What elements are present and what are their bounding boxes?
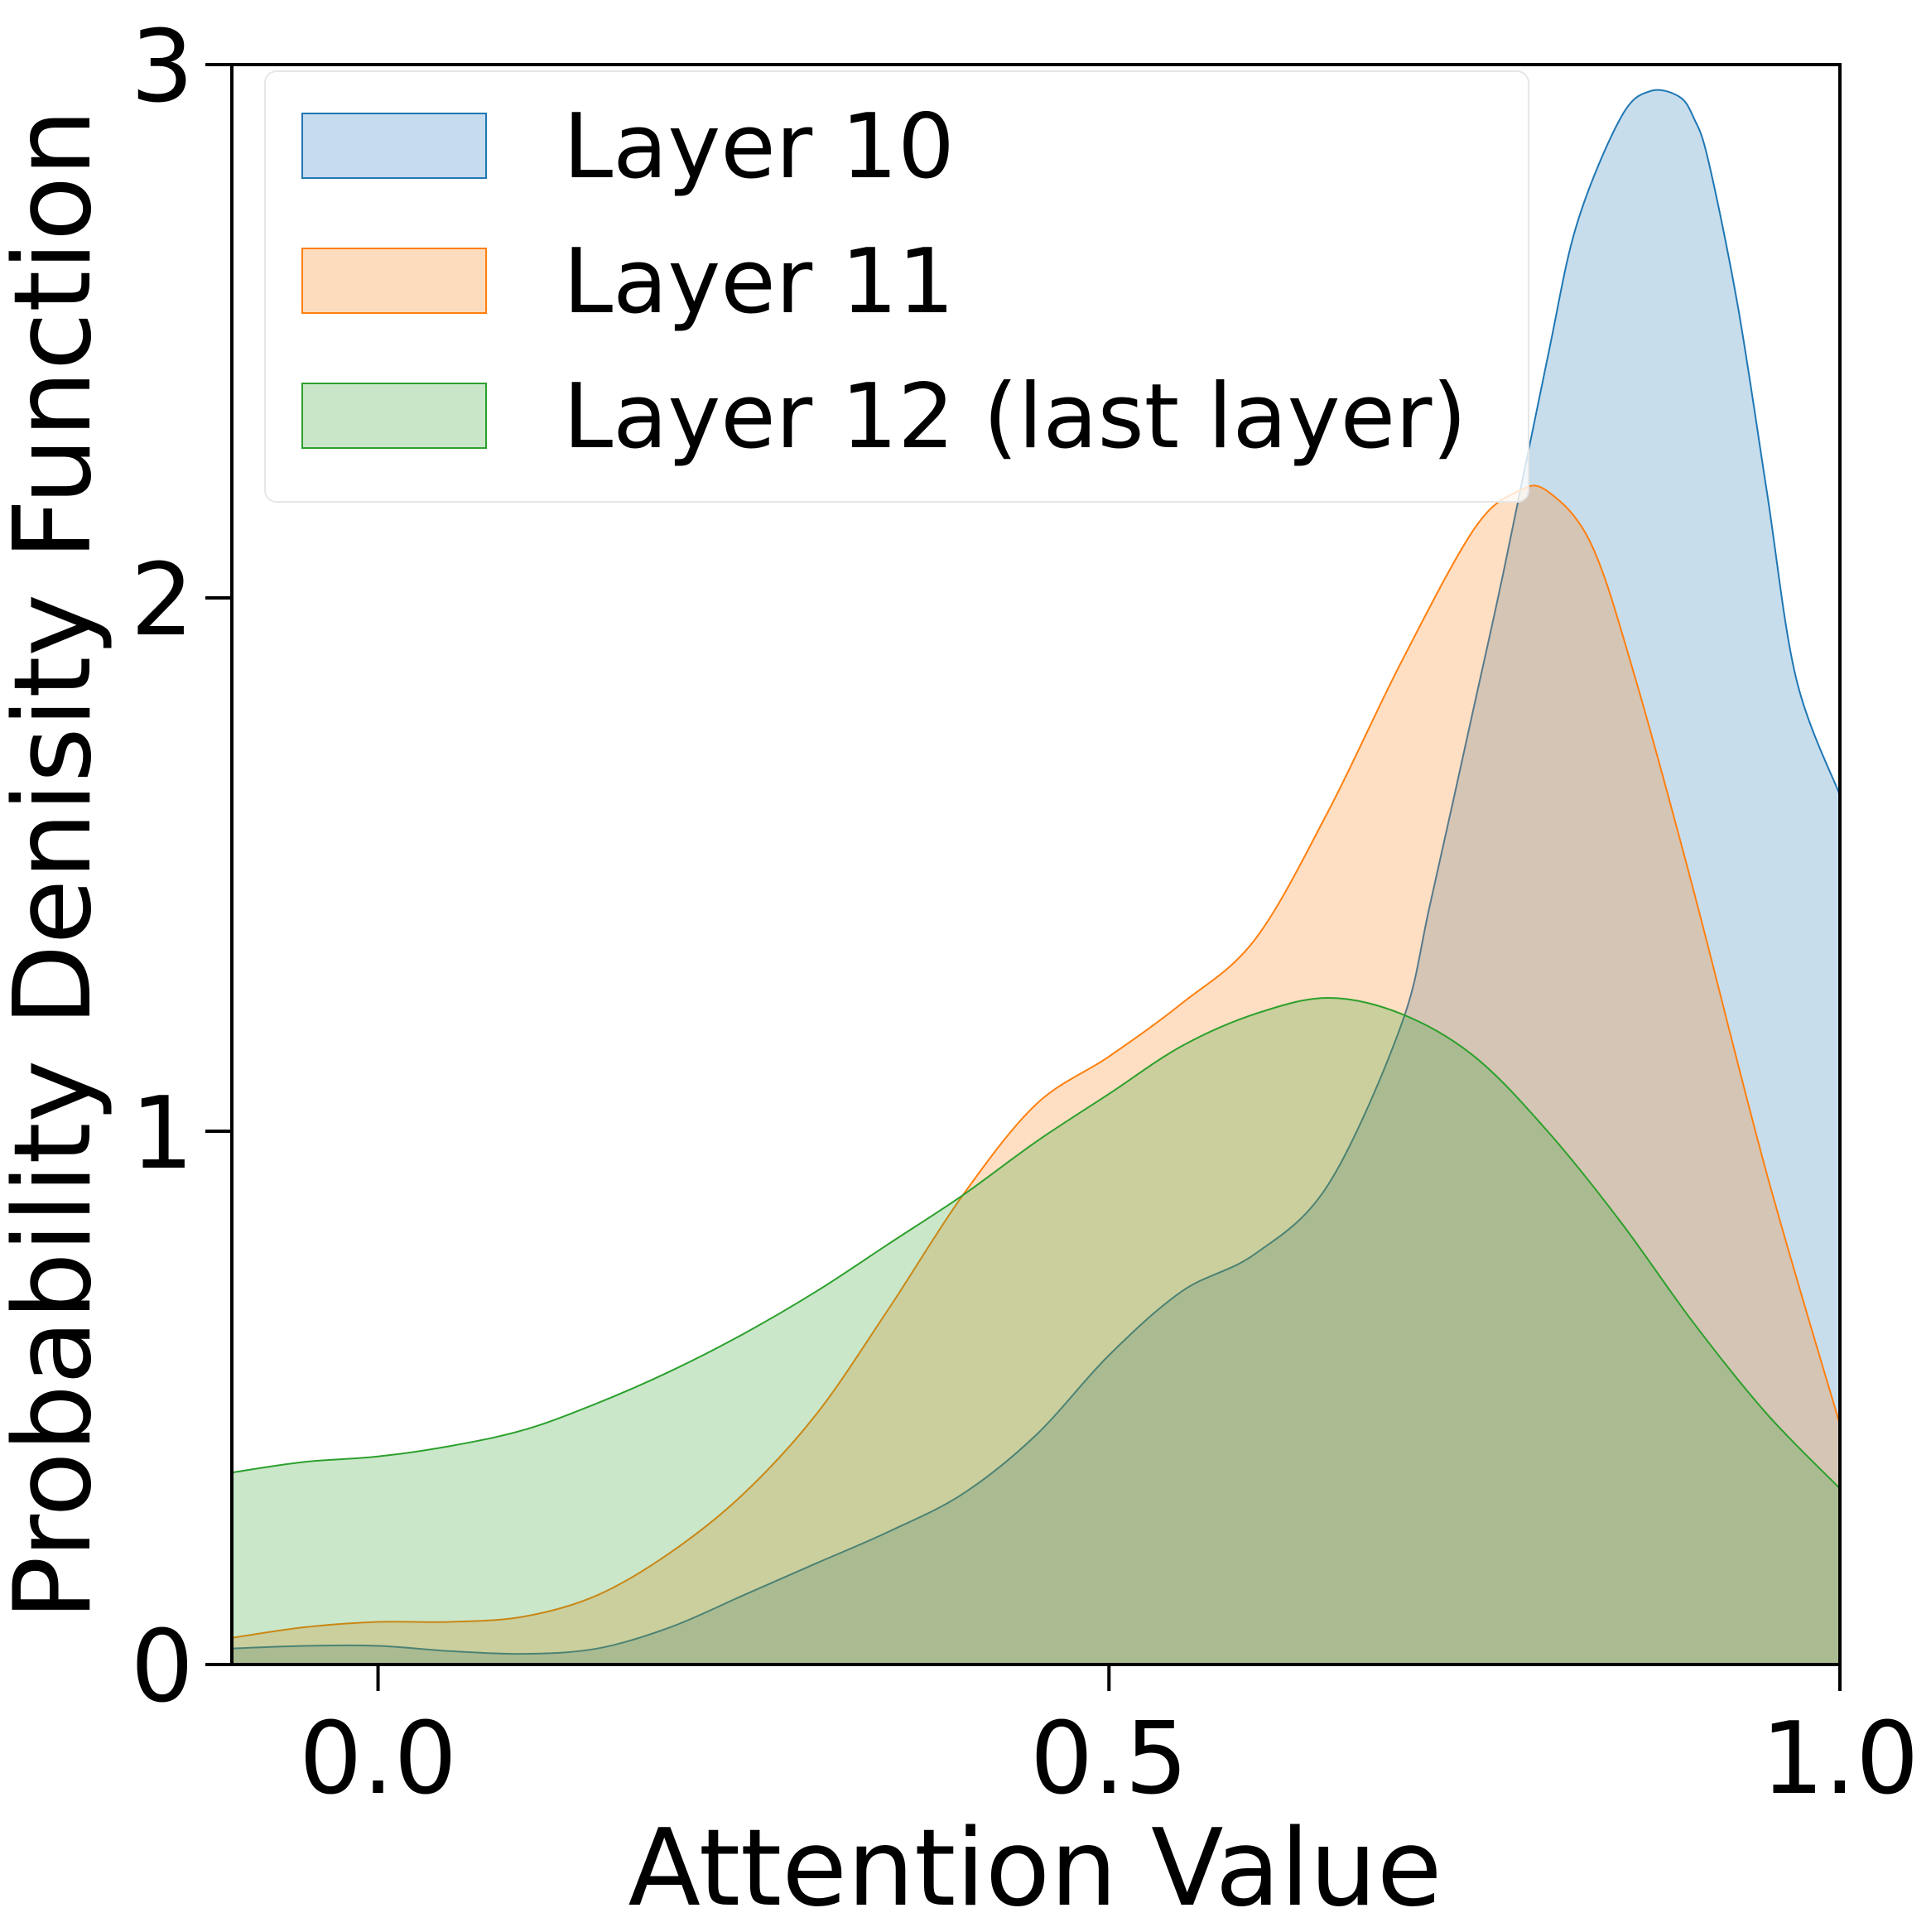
legend: Layer 10 Layer 11 Layer 12 (last layer) <box>264 70 1529 503</box>
density-line-layer-11 <box>231 484 1841 1639</box>
density-line-layer-12-last-layer <box>231 996 1841 1490</box>
density-area-layer-11 <box>232 485 1840 1665</box>
y-tick-label: 1 <box>131 1077 194 1192</box>
x-tick-label: 0.0 <box>299 1702 457 1817</box>
legend-swatch-layer-10 <box>301 113 487 179</box>
legend-label-layer-12: Layer 12 (last layer) <box>563 365 1467 469</box>
density-areas <box>231 89 1841 1665</box>
density-area-layer-12-last-layer <box>232 998 1840 1665</box>
density-line-layer-10 <box>231 89 1841 1655</box>
legend-frame <box>264 70 1529 503</box>
y-tick-label: 2 <box>131 543 194 658</box>
legend-label-layer-11: Layer 11 <box>563 230 955 334</box>
y-axis-title: Probability Denisity Function <box>0 109 115 1621</box>
legend-swatch-layer-11 <box>301 248 487 314</box>
y-tick-label: 0 <box>131 1610 194 1725</box>
legend-swatch-layer-12 <box>301 383 487 449</box>
x-axis-title: Attention Value <box>628 1807 1442 1929</box>
axis-ticks: 0.0 0.5 1.0 0 1 2 3 <box>131 10 1919 1817</box>
y-tick-label: 3 <box>131 10 194 125</box>
density-area-layer-10 <box>232 89 1840 1665</box>
x-tick-label: 1.0 <box>1761 1702 1919 1817</box>
plot-frame <box>230 63 1842 1666</box>
x-tick-label: 0.5 <box>1030 1702 1188 1817</box>
legend-label-layer-10: Layer 10 <box>563 95 955 199</box>
